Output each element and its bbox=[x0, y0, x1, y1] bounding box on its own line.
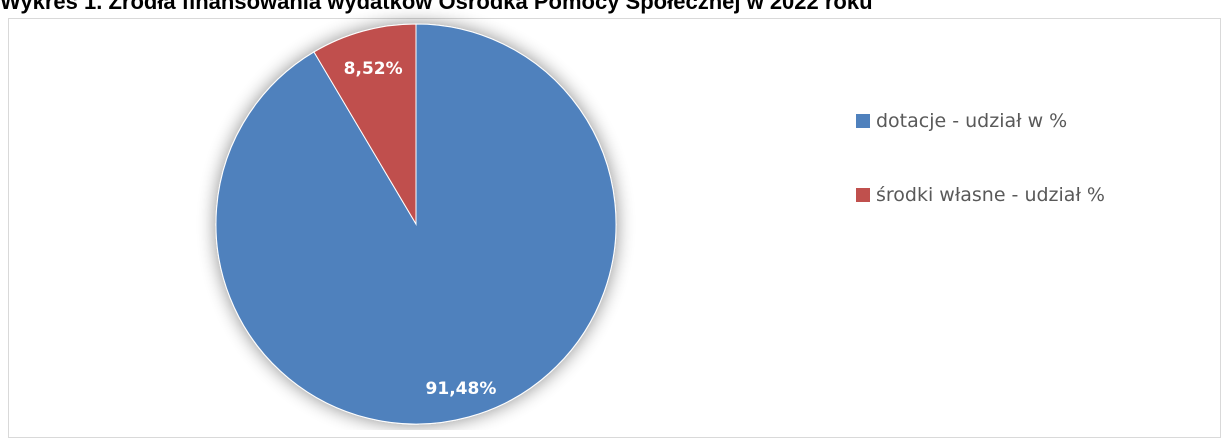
legend-swatch-srodki-wlasne bbox=[856, 188, 870, 202]
legend-swatch-dotacje bbox=[856, 114, 870, 128]
legend-label-srodki-wlasne: środki własne - udział % bbox=[876, 184, 1105, 206]
legend-item-srodki-wlasne: środki własne - udział % bbox=[856, 184, 1105, 206]
pie-data-label-0: 91,48% bbox=[426, 379, 497, 399]
legend-label-dotacje: dotacje - udział w % bbox=[876, 110, 1068, 132]
chart-title: Wykres 1. Źródła finansowania wydatków O… bbox=[0, 0, 873, 14]
legend-item-dotacje: dotacje - udział w % bbox=[856, 110, 1105, 132]
chart-legend: dotacje - udział w % środki własne - udz… bbox=[856, 110, 1105, 258]
pie-data-label-1: 8,52% bbox=[344, 59, 403, 79]
pie-slice-1 bbox=[313, 23, 417, 226]
